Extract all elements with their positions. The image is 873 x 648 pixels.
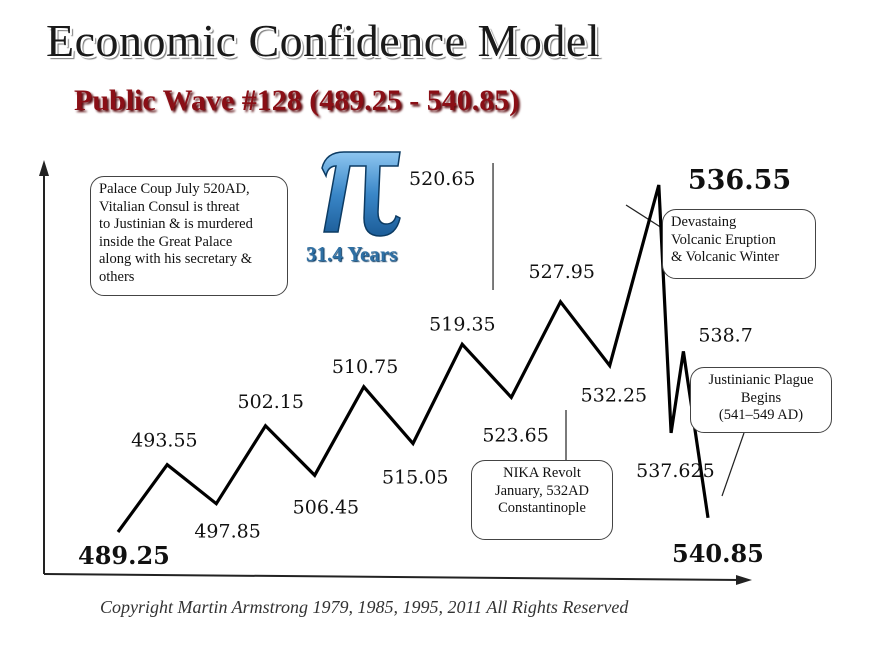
- x-axis-arrow: [736, 575, 752, 585]
- callout-line: Devastaing: [671, 214, 737, 230]
- chart-axes: [39, 160, 752, 585]
- point-label: 510.75: [332, 356, 398, 378]
- callout-nika: NIKA Revolt January, 532AD Constantinople: [471, 460, 613, 540]
- leader-volcanic: [625, 204, 663, 229]
- point-label: 537.625: [636, 460, 715, 482]
- callout-line: Justinianic Plague: [708, 372, 814, 388]
- callout-line: Volcanic Eruption: [671, 231, 776, 248]
- pi-cycle-label: 31.4 Years: [306, 242, 398, 266]
- point-label: 538.7: [698, 324, 752, 346]
- callout-volcanic: Devastaing Volcanic Eruption & Volcanic Wi…: [662, 209, 816, 279]
- callout-plague: Justinianic Plague Begins (541–549 AD): [690, 367, 832, 433]
- pi-symbol-icon: [321, 151, 401, 237]
- y-axis-arrow: [39, 160, 49, 176]
- copyright-text: Copyright Martin Armstrong 1979, 1985, 1…: [100, 597, 629, 617]
- callout-line: Vitalian Consul is threat: [99, 198, 240, 215]
- callout-line: Begins: [740, 389, 782, 406]
- annotation-label: 520.65: [409, 168, 475, 190]
- point-label: 536.55: [688, 165, 791, 196]
- series-line: [116, 184, 710, 533]
- point-label: 506.45: [293, 496, 359, 518]
- point-label: 493.55: [131, 430, 197, 452]
- callout-line: Constantinople: [498, 500, 586, 516]
- leader-plague: [721, 432, 745, 497]
- x-axis: [43, 573, 743, 581]
- point-label: 502.15: [238, 391, 304, 413]
- chart-title: Economic Confidence Model: [46, 15, 601, 66]
- callout-line: Palace Coup July 520AD,: [99, 181, 250, 197]
- point-label: 497.85: [194, 521, 260, 543]
- callout-line: to Justinian & is murdered: [99, 216, 253, 232]
- callout-leaders: [565, 204, 745, 497]
- point-label: 523.65: [482, 424, 548, 446]
- point-label: 540.85: [672, 539, 764, 568]
- point-label: 515.05: [382, 466, 448, 488]
- chart-subtitle: Public Wave #128 (489.25 - 540.85): [74, 84, 520, 117]
- callout-line: NIKA Revolt: [503, 465, 581, 481]
- point-label: 532.25: [581, 385, 647, 407]
- point-label: 519.35: [429, 313, 495, 335]
- callout-line: inside the Great Palace: [99, 233, 233, 250]
- point-label: 489.25: [78, 541, 170, 570]
- callout-line: (541–549 AD): [718, 407, 804, 423]
- callout-line: January, 532AD: [494, 482, 590, 499]
- point-label: 527.95: [529, 261, 595, 283]
- callout-line: others: [99, 268, 135, 285]
- callout-palace-coup: Palace Coup July 520AD, Vitalian Consul i…: [90, 176, 288, 296]
- callout-line: along with his secretary &: [99, 251, 253, 267]
- callout-line: & Volcanic Winter: [671, 249, 780, 265]
- point-labels: 489.25 493.55 497.85 502.15 506.45 510.75 515.…: [78, 163, 791, 570]
